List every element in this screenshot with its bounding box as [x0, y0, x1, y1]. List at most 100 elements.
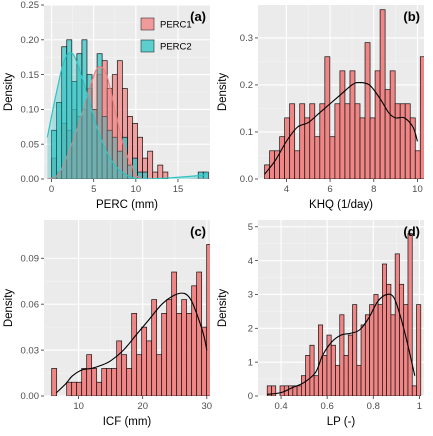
- x-tick-label: 1: [417, 401, 422, 412]
- panel-b: 4 6 8 10 0.0 0.1 0.2 0.3 KHQ (1/day) Density (b): [217, 5, 424, 211]
- marks-d: [266, 233, 422, 396]
- y-tick-label: 4: [248, 256, 253, 267]
- histogram-bar: [284, 117, 291, 179]
- x-tick-label: 30: [202, 401, 213, 412]
- x-tick-label: 15: [173, 184, 184, 195]
- histogram-bar: [141, 326, 148, 396]
- histogram-bar: [121, 354, 128, 396]
- y-tick-label: 0.1: [240, 127, 253, 138]
- density-line: [47, 66, 208, 179]
- histogram-bar: [294, 150, 301, 179]
- y-tick-label: 3: [248, 290, 253, 301]
- histogram-bar: [322, 355, 328, 396]
- histogram-bar: [390, 314, 396, 396]
- histogram-bar: [330, 344, 336, 396]
- y-axis-title: Density: [217, 289, 229, 328]
- histogram-bar: [309, 103, 316, 179]
- legend-swatch: [140, 39, 155, 53]
- histogram-bar: [354, 103, 361, 179]
- histogram-bar: [96, 381, 103, 396]
- histogram-bar: [156, 354, 163, 396]
- histogram-bar: [300, 375, 306, 396]
- y-tick-label: 0.10: [21, 105, 40, 116]
- histogram-bar: [304, 117, 311, 179]
- histogram-bar: [166, 299, 173, 396]
- legend-swatch: [140, 17, 155, 31]
- histogram-bar: [271, 385, 277, 396]
- y-tick-label: 5: [248, 222, 253, 233]
- histogram-bar: [106, 368, 113, 396]
- histogram-bar: [394, 253, 400, 396]
- histogram-bar: [122, 136, 128, 179]
- histogram-bar: [71, 381, 78, 396]
- histogram-bar: [91, 368, 98, 396]
- histogram-bar: [386, 283, 392, 396]
- histogram-bar: [309, 344, 315, 396]
- histogram-bar: [279, 385, 285, 396]
- marks-b: [264, 9, 424, 179]
- x-tick-label: 20: [137, 401, 148, 412]
- x-axis-title: PERC (mm): [96, 199, 158, 211]
- histogram-bar: [126, 368, 133, 396]
- density-area: [47, 52, 208, 179]
- panel-label: (d): [403, 224, 420, 239]
- histogram-bar: [296, 385, 302, 396]
- panel-d: 0.4 0.6 0.8 1 0 1 2 3 4 5 LP (-) Density (d): [217, 220, 424, 428]
- histogram-bar: [407, 233, 413, 396]
- marks-a: [46, 39, 209, 179]
- panel-c: 10 20 30 0.00 0.03 0.06 0.09 ICF (mm) Density (c): [3, 220, 217, 428]
- legend: PERC1 PERC2: [140, 17, 192, 53]
- histogram-bar: [369, 304, 375, 396]
- histogram-bar: [369, 117, 376, 179]
- histogram-bar: [344, 103, 351, 179]
- density-line: [46, 52, 208, 179]
- histogram-bar: [136, 354, 143, 396]
- density-line: [267, 293, 416, 395]
- y-tick-label: 1: [248, 357, 253, 368]
- x-tick-label: 10: [412, 184, 423, 195]
- y-axis-title: Density: [3, 73, 15, 112]
- histogram-bar: [212, 258, 217, 396]
- histogram-bar: [364, 314, 370, 396]
- histogram-bar: [404, 103, 411, 179]
- histogram-bar: [334, 103, 341, 179]
- histogram-bar: [399, 283, 405, 396]
- x-tick-label: 6: [327, 184, 332, 195]
- histogram-bar: [146, 340, 153, 396]
- panel-label: (a): [190, 9, 206, 24]
- histogram-bar: [359, 117, 366, 179]
- density-line: [55, 292, 208, 394]
- histogram-bar: [414, 150, 421, 179]
- x-tick-label: 5: [91, 184, 96, 195]
- marks-c: [51, 244, 217, 396]
- histogram-bar: [76, 381, 83, 396]
- histogram-bar: [352, 304, 358, 396]
- y-axis-title: Density: [3, 289, 15, 328]
- y-tick-label: 0.00: [21, 391, 40, 402]
- histogram-bar: [51, 368, 58, 396]
- x-tick-label: 10: [73, 401, 84, 412]
- y-tick-label: 0.0: [240, 174, 253, 185]
- histogram-bar: [403, 304, 409, 396]
- histogram-bar: [111, 368, 118, 396]
- y-axis-title: Density: [217, 73, 229, 112]
- x-axis-title: ICF (mm): [103, 416, 152, 428]
- histogram-bar: [379, 9, 386, 179]
- y-tick-label: 0.2: [240, 80, 253, 91]
- histogram-bar: [157, 164, 164, 179]
- histogram-bar: [419, 56, 424, 179]
- histogram-bar: [181, 299, 188, 396]
- histogram-bar: [409, 117, 416, 179]
- y-tick-label: 0.20: [21, 35, 40, 46]
- x-tick-label: 10: [131, 184, 142, 195]
- y-tick-label: 0.3: [240, 33, 253, 44]
- y-tick-label: 0.00: [21, 174, 40, 185]
- histogram-bar: [339, 70, 346, 179]
- histogram-bar: [151, 299, 158, 396]
- histogram-bar: [329, 136, 336, 179]
- histogram-bar: [101, 368, 108, 396]
- histogram-bar: [86, 354, 93, 396]
- histogram-bar: [116, 340, 123, 396]
- x-axis-title: KHQ (1/day): [309, 199, 373, 211]
